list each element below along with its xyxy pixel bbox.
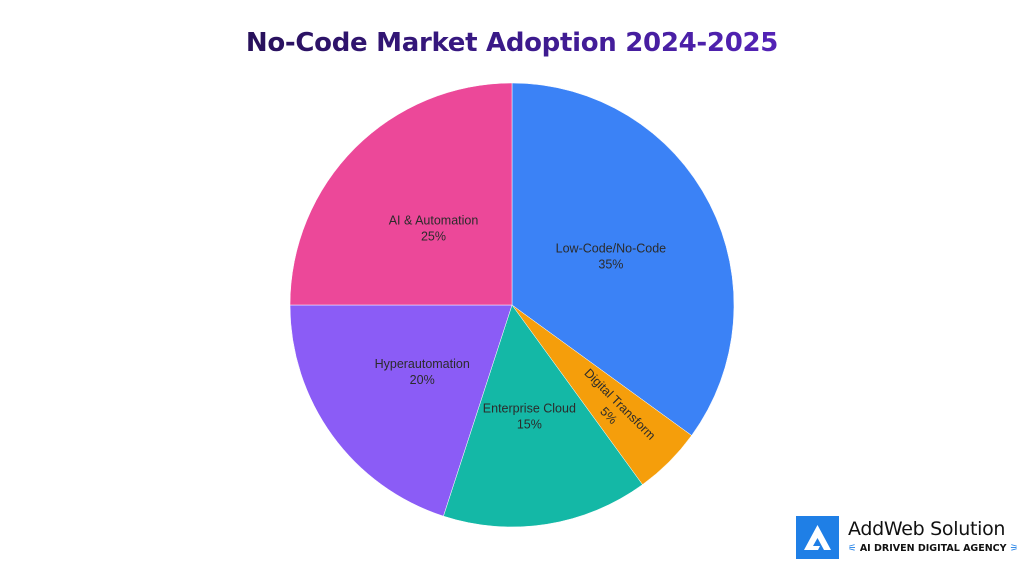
- slice-label-2: Enterprise Cloud 15%: [483, 402, 576, 432]
- pie-slice-2: [443, 304, 643, 528]
- addweb-logo: AddWeb Solution ⚟ AI DRIVEN DIGITAL AGEN…: [796, 516, 1018, 562]
- pie-slice-3: [289, 304, 513, 517]
- logo-name: AddWeb Solution: [848, 518, 1006, 540]
- slice-value-label: 25%: [421, 230, 446, 244]
- pie-slice-0: [511, 82, 735, 436]
- slice-label-0: Low-Code/No-Code 35%: [556, 242, 667, 272]
- pie-slice-4: [289, 82, 513, 306]
- slice-name-label: Low-Code/No-Code: [556, 242, 667, 256]
- slice-label-4: AI & Automation 25%: [389, 214, 479, 244]
- slice-value-label: 15%: [517, 418, 542, 432]
- slice-name-label: AI & Automation: [389, 214, 479, 228]
- slice-value-label: 20%: [410, 373, 435, 387]
- slice-name-label: Enterprise Cloud: [483, 402, 576, 416]
- slice-label-3: Hyperautomation 20%: [375, 357, 470, 387]
- logo-tagline: ⚟ AI DRIVEN DIGITAL AGENCY ⚞: [848, 543, 1019, 554]
- logo-mark-icon: [796, 516, 839, 559]
- slice-name-label: Hyperautomation: [375, 357, 470, 371]
- slice-value-label: 35%: [598, 258, 623, 272]
